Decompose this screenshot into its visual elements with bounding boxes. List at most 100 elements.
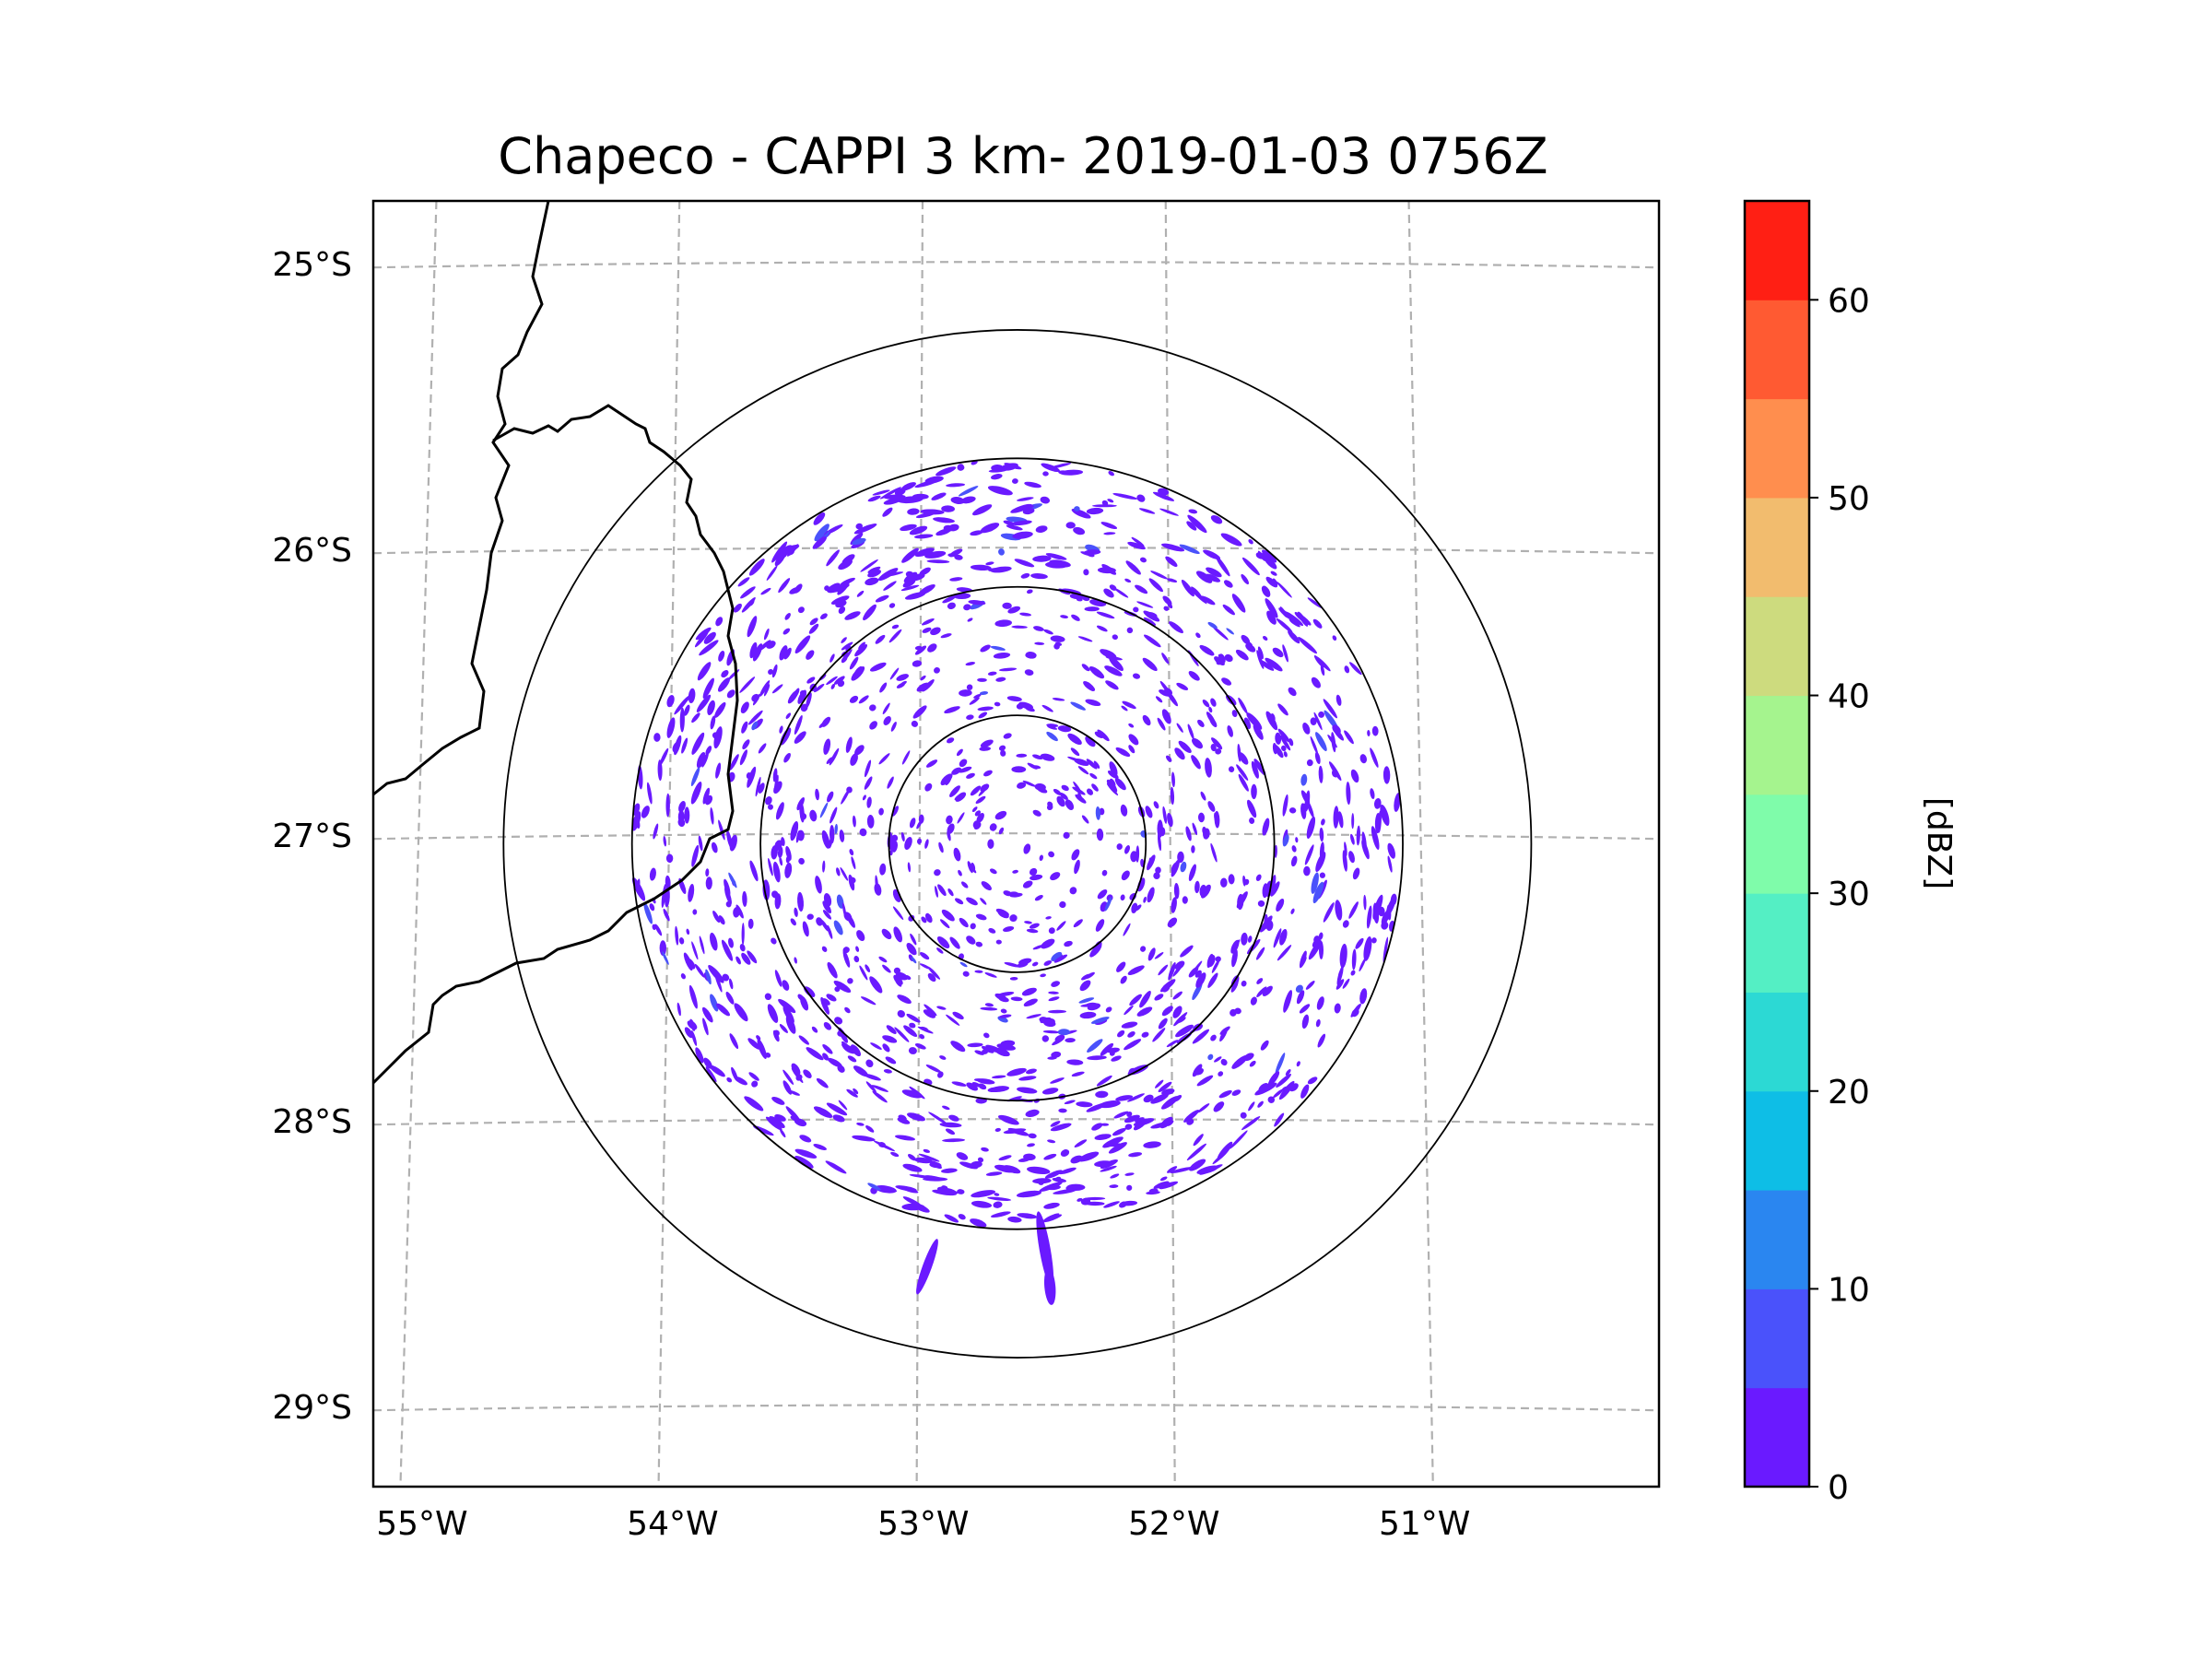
echo-blob [1195, 571, 1213, 583]
echo-blob [1155, 696, 1163, 703]
echo-blob [1366, 905, 1372, 929]
echo-blob [1344, 841, 1347, 856]
echo-blob [678, 937, 685, 945]
echo-blob [875, 875, 878, 891]
echo-blob [1124, 1124, 1133, 1130]
echo-streak [1043, 1268, 1056, 1305]
echo-blob [837, 1030, 843, 1037]
echo-blob [935, 466, 957, 477]
echo-blob [791, 1063, 801, 1076]
echo-blob [852, 815, 856, 828]
echo-blob [841, 1041, 847, 1047]
echo-blob [931, 492, 947, 500]
echo-blob [1241, 573, 1249, 585]
borders [373, 201, 739, 1085]
echo-blob [1193, 1134, 1204, 1147]
echo-blob [1280, 735, 1291, 751]
echo-blob [970, 530, 983, 536]
echo-blob [827, 791, 834, 803]
echo-blob [1183, 1109, 1200, 1123]
echo-blob [1373, 798, 1382, 809]
colorbar-tick-label-5: 50 [1828, 480, 1870, 518]
echo-blob [963, 604, 971, 611]
echo-blob [1054, 1034, 1065, 1042]
echo-blob [1387, 855, 1393, 873]
echo-blob [991, 474, 1003, 480]
lat-gridline-4 [373, 1404, 1659, 1412]
echo-blob [809, 809, 818, 822]
lat-label-3: 28°S [272, 1103, 352, 1141]
echo-blob [893, 926, 902, 943]
echo-blob [1147, 947, 1156, 961]
echo-blob [1332, 635, 1337, 641]
echo-blob [865, 577, 879, 586]
echo-blob [1026, 1014, 1041, 1019]
echo-blob [1166, 755, 1172, 762]
colorbar-tick-label-4: 40 [1828, 678, 1870, 716]
echo-blob [1112, 1127, 1126, 1136]
echo-blob [783, 752, 791, 763]
echo-blob [1077, 1197, 1083, 1202]
echo-blob [1128, 734, 1139, 746]
echo-blob [893, 967, 901, 974]
echo-blob [918, 583, 935, 595]
echo-blob [1175, 1024, 1194, 1038]
echo-blob [916, 682, 929, 692]
echo-blob [711, 841, 718, 853]
echo-blob [1277, 945, 1292, 961]
echo-blob [882, 964, 891, 973]
echo-blob [751, 721, 759, 731]
echo-blob [987, 486, 1013, 496]
echo-blob [1187, 514, 1207, 534]
echo-blob [774, 970, 782, 987]
echo-blob [1094, 1134, 1112, 1140]
echo-blob [1070, 1155, 1083, 1164]
echo-blob [1241, 980, 1247, 987]
echo-blob [842, 949, 851, 968]
echo-blob [867, 495, 881, 502]
echo-blob [959, 961, 968, 968]
echo-blob [1040, 973, 1046, 978]
echo-blob [1042, 1213, 1060, 1222]
range-ring-100km [759, 585, 1276, 1102]
echo-blob [1210, 744, 1217, 752]
echo-blob [1223, 580, 1233, 588]
echo-blob [1181, 580, 1194, 597]
echo-blob [1000, 749, 1006, 757]
echo-blob [741, 597, 756, 613]
echo-blob [946, 815, 953, 825]
echo-blob [806, 913, 814, 920]
echo-blob [821, 716, 831, 727]
echo-blob [1242, 639, 1253, 646]
echo-blob [646, 782, 653, 805]
echo-blob [1087, 1003, 1101, 1011]
echo-blob [1097, 729, 1110, 742]
echo-blob [1026, 505, 1034, 509]
echo-blob [1096, 625, 1108, 632]
echo-blob [1275, 1053, 1286, 1075]
echo-blob [1089, 772, 1098, 780]
echo-blob [1042, 471, 1049, 477]
echo-blob [1040, 496, 1051, 504]
echo-blob [1159, 1181, 1179, 1190]
echo-blob [1265, 576, 1278, 588]
echo-blob [887, 776, 894, 789]
echo-blob [1335, 979, 1345, 990]
echo-blob [987, 839, 994, 849]
echo-blob [855, 946, 860, 952]
echo-blob [1187, 724, 1194, 740]
echo-blob [800, 703, 808, 712]
echo-blob [911, 720, 919, 727]
echo-blob [1155, 866, 1161, 874]
echo-blob [747, 710, 763, 725]
echo-blob [782, 1006, 794, 1024]
echo-blob [1056, 795, 1065, 807]
echo-blob [772, 861, 781, 883]
echo-blob [886, 1025, 897, 1034]
echo-blob [908, 1047, 917, 1054]
echo-blob [1317, 1033, 1326, 1048]
echo-blob [1065, 522, 1076, 529]
echo-blob [900, 584, 920, 592]
echo-blob [927, 966, 941, 980]
echo-blob [1127, 1093, 1145, 1102]
